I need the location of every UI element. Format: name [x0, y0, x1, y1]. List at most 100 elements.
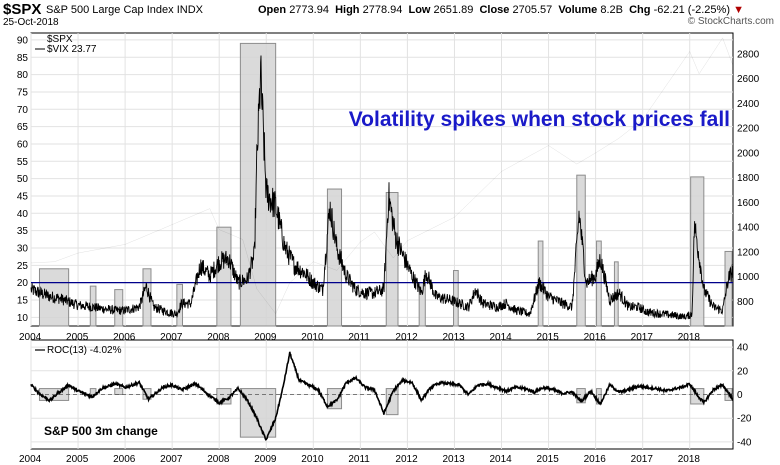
high-label: High: [335, 4, 360, 16]
vix-series-line: [30, 55, 734, 320]
roc-legend-label: ROC(13) -4.02%: [47, 345, 122, 356]
right-tick-label: 2600: [737, 74, 760, 85]
x-tick-label: 2008: [207, 454, 230, 465]
low-value: 2651.89: [433, 4, 474, 16]
x-tick-label: 2009: [254, 332, 277, 343]
x-tick-label: 2014: [490, 454, 513, 465]
change-label: Chg: [629, 4, 651, 16]
left-tick-label: 90: [17, 35, 29, 46]
stockcharts-watermark: © StockCharts.com: [687, 16, 774, 27]
exchange-label: INDX: [176, 4, 203, 16]
top-plot-frame: [30, 32, 734, 327]
left-tick-label: 35: [17, 226, 29, 237]
high-value: 2778.94: [362, 4, 403, 16]
right-tick-label: 1800: [737, 173, 760, 184]
x-tick-label: 2008: [207, 332, 230, 343]
x-tick-label: 2012: [395, 332, 418, 343]
x-tick-label: 2011: [348, 454, 370, 465]
down-arrow-icon: ▼: [733, 4, 744, 16]
right-tick-label: 1000: [737, 272, 760, 283]
volatility-spike-box: [724, 250, 733, 327]
roc-spike-box: [89, 388, 97, 395]
x-tick-label: 2014: [490, 332, 513, 343]
right-tick-label: 800: [737, 297, 754, 308]
chart-date: 25-Oct-2018: [3, 17, 59, 28]
right-tick-label: 1200: [737, 247, 760, 258]
low-label: Low: [408, 4, 431, 16]
x-tick-label: 2006: [113, 332, 136, 343]
x-tick-label: 2007: [160, 454, 183, 465]
annotation-3m-change: S&P 500 3m change: [44, 424, 158, 438]
right-tick-label: 1600: [737, 198, 760, 209]
left-tick-label: 60: [17, 139, 29, 150]
x-tick-label: 2015: [537, 332, 560, 343]
roc-tick-label: -20: [737, 414, 752, 425]
legend-spx: $SPX: [47, 34, 73, 45]
left-tick-label: 10: [17, 313, 29, 324]
x-tick-label: 2012: [395, 454, 418, 465]
x-tick-label: 2017: [631, 454, 654, 465]
x-tick-label: 2007: [160, 332, 183, 343]
change-value: -62.21 (-2.25%): [653, 4, 730, 16]
ohlc-summary: Open 2773.94 High 2778.94 Low 2651.89 Cl…: [258, 4, 744, 16]
roc-spike-box: [114, 388, 124, 395]
legend-vix: $VIX 23.77: [47, 44, 97, 55]
x-tick-label: 2018: [678, 454, 701, 465]
volatility-spike-box: [596, 240, 602, 327]
x-tick-label: 2009: [254, 454, 277, 465]
spx-series-line: [31, 37, 734, 315]
volatility-spike-box: [576, 174, 586, 327]
x-tick-label: 2015: [537, 454, 560, 465]
x-tick-label: 2010: [301, 454, 324, 465]
open-label: Open: [258, 4, 287, 16]
roc-tick-label: 20: [737, 366, 749, 377]
x-tick-label: 2005: [66, 332, 89, 343]
volume-label: Volume: [558, 4, 598, 16]
left-tick-label: 20: [17, 278, 29, 289]
close-value: 2705.57: [512, 4, 553, 16]
close-label: Close: [479, 4, 510, 16]
open-value: 2773.94: [289, 4, 329, 16]
x-tick-label: 2011: [348, 332, 370, 343]
x-tick-label: 2013: [442, 454, 465, 465]
vix-spx-panel: 10 15 20 25 30 35 40 45 50 55 60 65 70 75 80 85 90 800 100…: [17, 32, 760, 343]
right-tick-label: 1400: [737, 223, 760, 234]
x-tick-label: 2010: [301, 332, 324, 343]
symbol-name: S&P 500 Large Cap Index INDX: [46, 4, 203, 16]
left-tick-label: 50: [17, 174, 29, 185]
x-tick-label: 2005: [66, 454, 89, 465]
x-tick-label: 2006: [113, 454, 136, 465]
roc-panel: 40 20 0 -20 -40 2004 2005 2006 2007 2008 2009 2010 2…: [19, 339, 752, 465]
left-tick-label: 70: [17, 105, 29, 116]
right-tick-label: 2400: [737, 99, 760, 110]
roc-series-line: [30, 351, 734, 441]
x-tick-label: 2016: [584, 332, 607, 343]
x-tick-label: 2013: [442, 332, 465, 343]
symbol-ticker: $SPX: [3, 1, 42, 18]
roc-tick-label: -40: [737, 437, 752, 448]
left-tick-label: 25: [17, 261, 29, 272]
left-tick-label: 15: [17, 295, 29, 306]
right-tick-label: 2800: [737, 50, 760, 61]
volatility-spike-box: [385, 192, 399, 327]
volume-value: 8.2B: [600, 4, 623, 16]
volatility-spike-box: [239, 42, 277, 327]
left-tick-label: 85: [17, 53, 29, 64]
left-tick-label: 40: [17, 209, 29, 220]
x-tick-label: 2018: [678, 332, 701, 343]
roc-tick-label: 40: [737, 343, 749, 354]
x-tick-label: 2004: [19, 332, 42, 343]
volatility-spike-box: [216, 226, 232, 327]
left-tick-label: 30: [17, 243, 29, 254]
left-tick-label: 75: [17, 87, 29, 98]
x-tick-label: 2004: [19, 454, 42, 465]
right-tick-label: 2200: [737, 124, 760, 135]
left-tick-label: 65: [17, 122, 29, 133]
roc-spike-box: [385, 388, 399, 416]
x-tick-label: 2016: [584, 454, 607, 465]
x-tick-label: 2017: [631, 332, 654, 343]
left-tick-label: 45: [17, 191, 29, 202]
index-name: S&P 500 Large Cap Index: [46, 4, 174, 16]
roc-spike-box: [142, 388, 152, 400]
